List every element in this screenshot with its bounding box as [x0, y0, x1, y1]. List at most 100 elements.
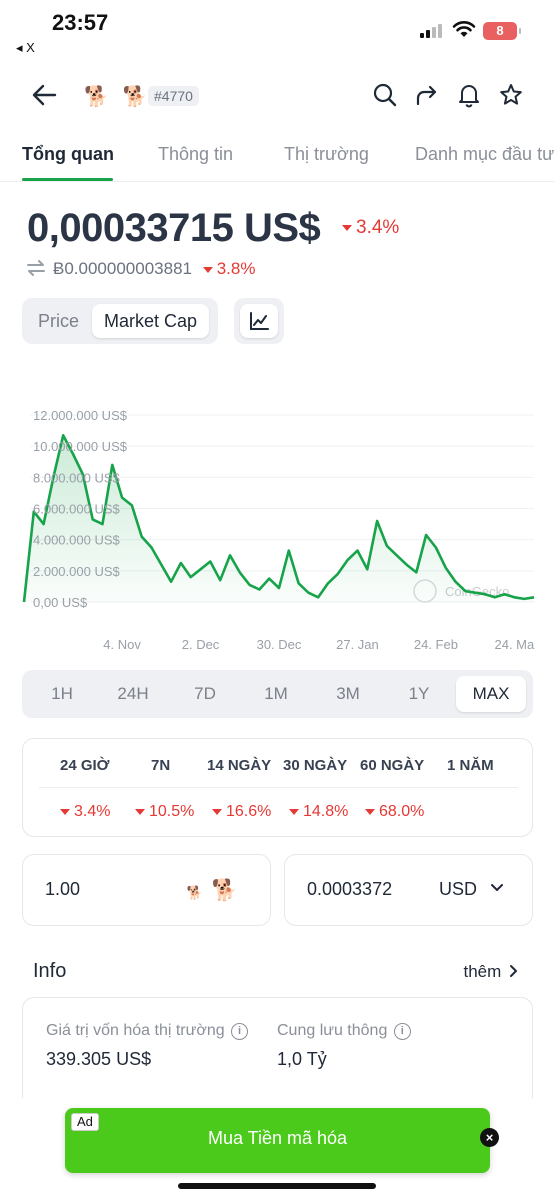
chart-type-toggle[interactable]: [234, 298, 284, 344]
price-toggle-button[interactable]: Price: [38, 311, 80, 331]
y-tick-label: 6.000.000 US$: [33, 502, 121, 517]
ad-label: Ad: [71, 1113, 99, 1131]
market-cap-value: 339.305 US$: [46, 1049, 152, 1069]
y-tick-label: 2.000.000 US$: [33, 564, 121, 579]
perf-value-24h: 3.4%: [60, 803, 110, 821]
caret-down-icon: [135, 808, 145, 815]
caret-down-icon: [212, 808, 222, 815]
price-performance-card: 24 GIỜ 7N 14 NGÀY 30 NGÀY 60 NGÀY 1 NĂM …: [22, 738, 533, 837]
wifi-icon: [452, 21, 476, 37]
caret-down-icon: [60, 808, 70, 815]
share-icon[interactable]: [414, 82, 440, 108]
y-tick-label: 10.000.000 US$: [33, 439, 128, 454]
x-tick-label: 2. Dec: [182, 637, 220, 652]
perf-value-60d: 68.0%: [365, 803, 424, 821]
tab-info[interactable]: Thông tin: [158, 144, 234, 164]
perf-header-1y: 1 NĂM: [447, 757, 494, 774]
perf-value-30d: 14.8%: [289, 803, 348, 821]
chart-series-line: [22, 434, 535, 603]
signal-icon: [420, 24, 442, 38]
btc-price: Ƀ0.000000003881: [53, 259, 192, 278]
chevron-right-icon: [510, 965, 517, 977]
coin-amount-value: 1.00: [45, 879, 81, 899]
perf-header-24h: 24 GIỜ: [60, 757, 110, 774]
buy-crypto-ad[interactable]: Ad Mua Tiền mã hóa: [65, 1108, 490, 1173]
caret-down-icon: [342, 224, 352, 231]
info-icon[interactable]: i: [231, 1023, 249, 1040]
time-range-selector: 1H 24H 7D 1M 3M 1Y MAX: [22, 670, 533, 718]
range-max-button[interactable]: MAX: [456, 676, 526, 712]
status-bar: 23:57 ◂ X 8: [0, 0, 555, 60]
range-1y-button[interactable]: 1Y: [408, 684, 430, 703]
back-to-app-link[interactable]: ◂ X: [16, 40, 35, 55]
y-tick-label: 4.000.000 US$: [33, 533, 121, 548]
circulating-supply-value: 1,0 Tỷ: [277, 1049, 327, 1069]
active-tab-indicator: [22, 178, 113, 181]
perf-header-30d: 30 NGÀY: [283, 757, 348, 774]
currency-selector[interactable]: USD: [439, 879, 504, 900]
range-7d-button[interactable]: 7D: [194, 684, 216, 703]
btc-change: 3.8%: [202, 259, 255, 278]
x-tick-label: 24. Ma: [495, 637, 536, 652]
x-tick-label: 30. Dec: [257, 637, 302, 652]
dog-icon: 🐕: [122, 86, 148, 108]
fiat-amount-field[interactable]: 0.0003372 USD: [284, 854, 533, 926]
dog-icon: 🐕: [211, 879, 238, 902]
chevron-down-icon: [491, 884, 503, 891]
btc-price-row: Ƀ0.000000003881 3.8%: [27, 259, 255, 279]
perf-header-7d: 7N: [151, 757, 171, 774]
current-price: 0,00033715 US$: [27, 206, 321, 250]
range-1m-button[interactable]: 1M: [264, 684, 288, 703]
tab-overview[interactable]: Tổng quan: [22, 144, 114, 164]
range-1h-button[interactable]: 1H: [51, 684, 73, 703]
y-tick-label: 8.000.000 US$: [33, 470, 121, 485]
star-icon[interactable]: [498, 82, 524, 108]
perf-value-7d: 10.5%: [135, 803, 194, 821]
coin-unit-icons: 🐕 🐕: [187, 879, 238, 903]
x-tick-label: 4. Nov: [103, 637, 141, 652]
rank-badge: #4770: [148, 86, 199, 106]
back-arrow-icon[interactable]: [31, 82, 57, 108]
circulating-supply-label: Cung lưu thông i: [277, 1022, 411, 1040]
perf-value-14d: 16.6%: [212, 803, 271, 821]
range-3m-button[interactable]: 3M: [336, 684, 360, 703]
caret-down-icon: [289, 808, 299, 815]
tab-markets[interactable]: Thị trường: [284, 144, 369, 164]
info-more-link[interactable]: thêm: [463, 962, 519, 982]
tab-portfolio[interactable]: Danh mục đầu tư: [415, 144, 555, 164]
ad-text: Mua Tiền mã hóa: [207, 1128, 348, 1148]
range-24h-button[interactable]: 24H: [117, 684, 149, 703]
status-time: 23:57: [52, 10, 109, 35]
perf-header-14d: 14 NGÀY: [207, 757, 272, 774]
section-tabs: Tổng quan Thông tin Thị trường Danh mục …: [0, 138, 555, 182]
dog-icon: 🐕: [186, 885, 203, 900]
y-tick-label: 0,00 US$: [33, 595, 88, 610]
home-indicator: [178, 1183, 376, 1189]
dog-icon: 🐕: [84, 86, 109, 108]
caret-down-icon: [365, 808, 375, 815]
info-section-title: Info: [33, 960, 67, 982]
perf-header-60d: 60 NGÀY: [360, 757, 425, 774]
market-cap-chart[interactable]: CoinGecko 12.000.000 US$10.000.000 US$8.…: [0, 395, 555, 660]
close-ad-icon[interactable]: ×: [480, 1128, 499, 1147]
x-tick-label: 27. Jan: [336, 637, 379, 652]
coin-amount-field[interactable]: 1.00 🐕 🐕: [22, 854, 271, 926]
y-tick-label: 12.000.000 US$: [33, 408, 128, 423]
market-cap-toggle-button[interactable]: Market Cap: [92, 304, 210, 338]
info-card: Giá trị vốn hóa thị trường i 339.305 US$…: [22, 997, 533, 1107]
fiat-amount-value: 0.0003372: [307, 879, 393, 899]
x-tick-label: 24. Feb: [414, 637, 458, 652]
coin-header: 🐕 🐕 #4770: [0, 72, 555, 118]
divider: [39, 787, 518, 788]
info-icon[interactable]: i: [393, 1023, 411, 1040]
price-change-24h: 3.4%: [342, 217, 399, 239]
coin-logo-icons: 🐕 🐕: [84, 84, 147, 109]
caret-down-icon: [202, 266, 213, 273]
line-chart-icon: [250, 312, 269, 330]
chart-metric-toggle: Price Market Cap: [22, 298, 218, 344]
chart-area-fill: [24, 435, 534, 602]
battery-icon: 8: [483, 22, 521, 40]
search-icon[interactable]: [372, 82, 398, 108]
bell-icon[interactable]: [456, 82, 482, 108]
swap-icon: [27, 260, 45, 276]
